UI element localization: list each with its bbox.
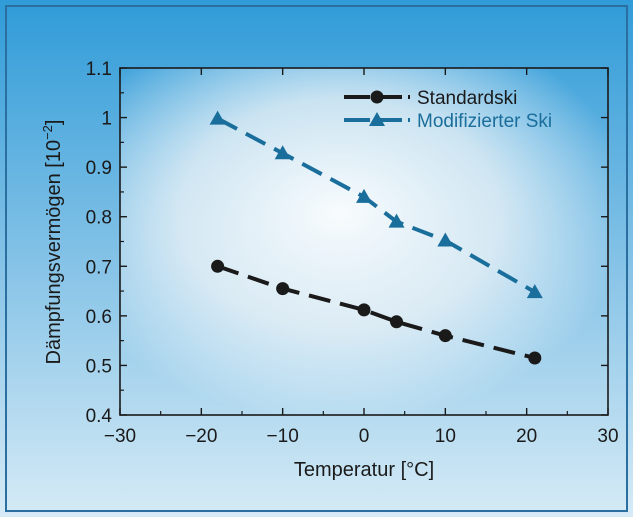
- x-tick-label: −20: [185, 426, 217, 447]
- ticks-group: −30 −20 −10 0 10 20 30 0.4 0.5 0.6 0.7 0.8 0.9 1 1.1: [86, 59, 619, 447]
- legend-label: Standardski: [417, 88, 517, 109]
- data-point: [388, 213, 405, 228]
- data-point: [211, 259, 225, 273]
- y-tick-label: 1: [101, 109, 112, 130]
- y-tick-label: 1.1: [86, 59, 112, 80]
- y-axis-title-suffix: ]: [43, 120, 65, 126]
- x-tick-label: 0: [359, 426, 370, 447]
- legend-entry: Modifizierter Ski: [344, 111, 552, 132]
- data-point: [209, 110, 226, 125]
- y-tick-label: 0.9: [86, 158, 112, 179]
- legend-entry: Standardski: [344, 88, 517, 109]
- x-tick-label: 20: [516, 426, 537, 447]
- data-point: [528, 351, 542, 365]
- y-tick-label: 0.8: [86, 208, 112, 229]
- legend-label: Modifizierter Ski: [417, 111, 552, 132]
- series-group: [209, 110, 543, 365]
- legend-marker: [370, 90, 384, 104]
- data-point: [276, 282, 290, 296]
- frame-border: [5, 5, 628, 512]
- x-tick-label: 30: [597, 426, 618, 447]
- data-point: [357, 303, 371, 317]
- y-axis-title: Dämpfungsvermögen [10−2]: [40, 120, 65, 365]
- x-tick-label: 10: [435, 426, 456, 447]
- y-tick-label: 0.7: [86, 257, 112, 278]
- data-point: [356, 188, 372, 203]
- series-line: [216, 116, 536, 294]
- y-tick-label: 0.4: [86, 406, 113, 427]
- x-tick-label: −10: [267, 426, 299, 447]
- data-point: [274, 145, 291, 160]
- x-tick-label: −30: [104, 426, 136, 447]
- series-modifizierter-ski: [209, 110, 543, 299]
- y-axis-title-exponent: −2: [40, 125, 55, 140]
- y-tick-label: 0.5: [86, 356, 112, 377]
- legend-marker: [369, 112, 385, 126]
- series-line: [216, 264, 536, 360]
- data-point: [437, 232, 454, 247]
- data-point: [438, 329, 452, 343]
- data-point: [390, 315, 404, 329]
- x-axis-title: Temperatur [°C]: [294, 459, 434, 481]
- series-standardski: [211, 259, 542, 365]
- y-axis-title-main: Dämpfungsvermögen [10: [43, 140, 65, 365]
- y-tick-label: 0.6: [86, 307, 112, 328]
- data-point: [526, 284, 543, 299]
